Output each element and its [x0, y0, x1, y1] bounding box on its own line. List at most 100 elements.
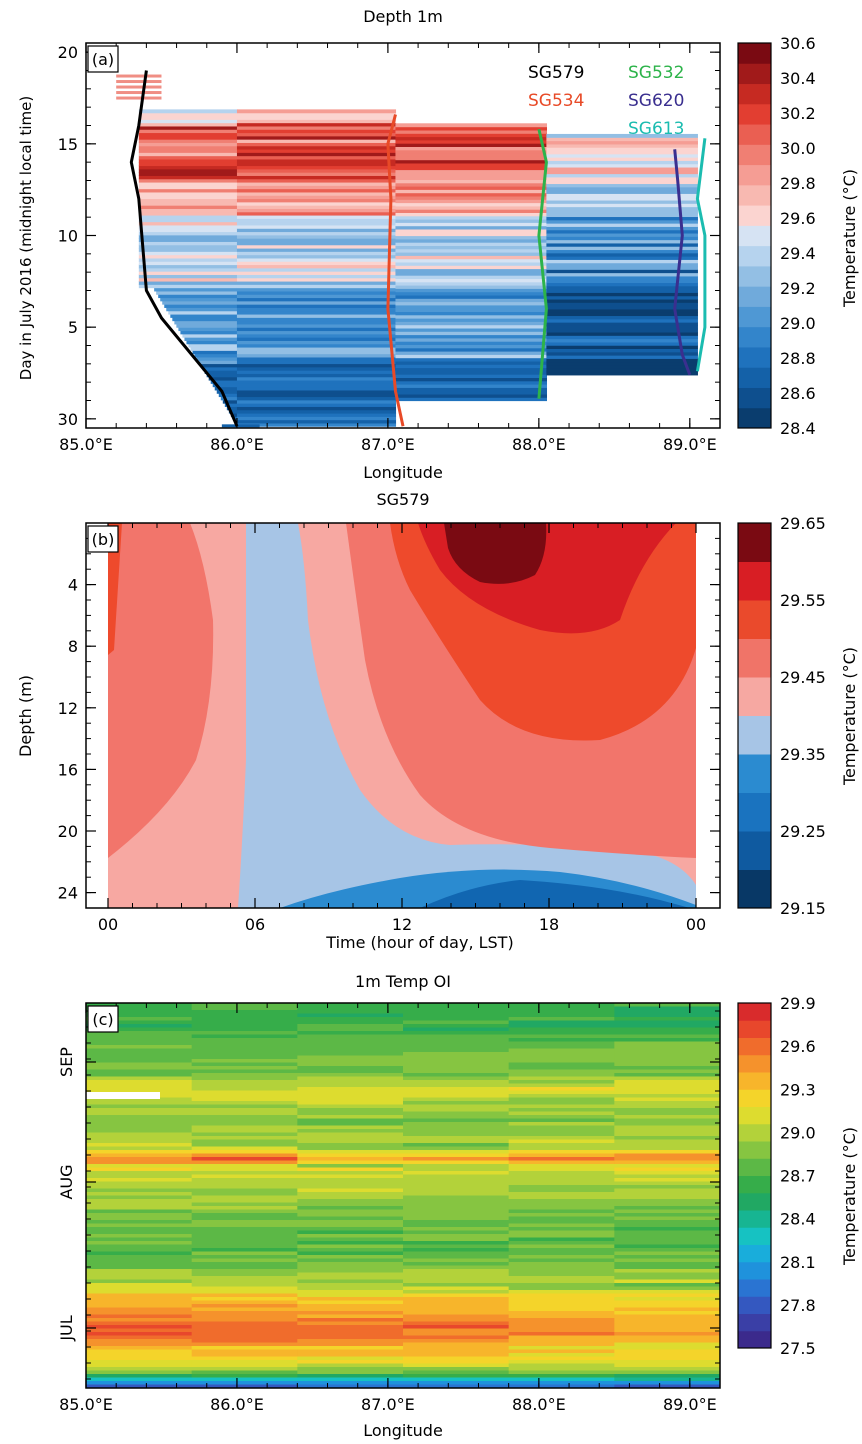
- temperature-stripe: [191, 1003, 298, 1008]
- temperature-stripe: [395, 189, 548, 194]
- temperature-stripe: [508, 1199, 615, 1204]
- temperature-stripe: [403, 1314, 510, 1319]
- colorbar-swatch: [738, 306, 771, 328]
- temperature-stripe: [297, 1384, 404, 1388]
- temperature-stripe: [297, 1122, 404, 1127]
- temperature-stripe: [403, 1255, 510, 1260]
- temperature-stripe: [191, 1129, 298, 1134]
- temperature-stripe: [191, 1125, 298, 1130]
- temperature-stripe: [86, 1020, 193, 1025]
- temperature-stripe: [614, 1013, 720, 1018]
- x-tick-label: 00: [686, 915, 706, 934]
- temperature-stripe: [236, 320, 397, 325]
- temperature-stripe: [403, 1136, 510, 1141]
- temperature-stripe: [546, 143, 698, 148]
- temperature-stripe: [297, 1031, 404, 1036]
- temperature-stripe: [138, 198, 238, 203]
- temperature-stripe: [191, 1237, 298, 1242]
- x-tick-label: 88.0°E: [512, 1395, 566, 1414]
- temperature-stripe: [236, 267, 397, 272]
- temperature-stripe: [86, 1101, 193, 1106]
- temperature-stripe: [508, 1174, 615, 1179]
- temperature-stripe: [395, 334, 548, 339]
- temperature-stripe: [191, 1230, 298, 1235]
- temperature-stripe: [546, 147, 698, 152]
- temperature-stripe: [614, 1216, 720, 1221]
- temperature-stripe: [508, 1213, 615, 1218]
- temperature-stripe: [297, 1381, 404, 1386]
- temperature-stripe: [614, 1185, 720, 1190]
- temperature-stripe: [86, 1167, 193, 1172]
- temperature-stripe: [614, 1311, 720, 1316]
- temperature-stripe: [508, 1045, 615, 1050]
- temperature-stripe: [86, 1164, 193, 1169]
- temperature-stripe: [508, 1020, 615, 1025]
- temperature-stripe: [86, 1216, 193, 1221]
- temperature-stripe: [138, 218, 238, 223]
- temperature-stripe: [508, 1003, 615, 1008]
- temperature-stripe: [297, 1083, 404, 1088]
- temperature-stripe: [116, 96, 162, 100]
- temperature-stripe: [191, 1377, 298, 1382]
- temperature-stripe: [508, 1321, 615, 1326]
- temperature-stripe: [191, 1045, 298, 1050]
- temperature-stripe: [236, 271, 397, 275]
- temperature-stripe: [614, 1286, 720, 1291]
- temperature-stripe: [86, 1258, 193, 1263]
- temperature-stripe: [86, 1115, 193, 1120]
- temperature-stripe: [395, 380, 548, 385]
- temperature-stripe: [191, 1346, 298, 1351]
- temperature-stripe: [546, 239, 698, 244]
- temperature-stripe: [614, 1094, 720, 1099]
- temperature-stripe: [614, 1052, 720, 1057]
- temperature-stripe: [614, 1041, 720, 1046]
- temperature-stripe: [403, 1220, 510, 1225]
- temperature-stripe: [546, 180, 698, 185]
- temperature-stripe: [86, 1153, 193, 1158]
- temperature-stripe: [191, 1339, 298, 1344]
- temperature-stripe: [236, 205, 397, 209]
- temperature-stripe: [191, 1349, 298, 1354]
- colorbar-tick-label: 28.4: [780, 1210, 816, 1229]
- temperature-stripe: [546, 163, 698, 168]
- temperature-stripe: [138, 148, 238, 153]
- temperature-stripe: [191, 1276, 298, 1281]
- temperature-stripe: [297, 1374, 404, 1379]
- temperature-stripe: [191, 1062, 298, 1067]
- temperature-stripe: [395, 370, 548, 375]
- temperature-stripe: [191, 1272, 298, 1277]
- temperature-stripe: [403, 1304, 510, 1309]
- temperature-stripe: [508, 1262, 615, 1267]
- temperature-stripe: [86, 1003, 193, 1008]
- temperature-stripe: [236, 353, 397, 358]
- colorbar-swatch: [738, 367, 771, 388]
- temperature-stripe: [403, 1122, 510, 1127]
- temperature-stripe: [138, 158, 238, 163]
- temperature-stripe: [546, 368, 698, 373]
- temperature-stripe: [395, 390, 548, 395]
- temperature-stripe: [297, 1216, 404, 1221]
- temperature-stripe: [395, 318, 548, 322]
- temperature-stripe: [297, 1237, 404, 1242]
- temperature-stripe: [138, 234, 238, 239]
- temperature-stripe: [614, 1122, 720, 1127]
- temperature-stripe: [297, 1321, 404, 1326]
- temperature-stripe: [403, 1346, 510, 1351]
- temperature-stripe: [546, 206, 698, 211]
- temperature-stripe: [86, 1132, 193, 1137]
- temperature-stripe: [220, 396, 238, 401]
- temperature-stripe: [614, 1290, 720, 1295]
- temperature-stripe: [546, 203, 698, 208]
- temperature-stripe: [508, 1248, 615, 1253]
- temperature-stripe: [86, 1087, 193, 1092]
- temperature-stripe: [86, 1181, 193, 1186]
- temperature-stripe: [395, 367, 548, 372]
- colorbar-tick-label: 28.7: [780, 1167, 816, 1186]
- temperature-stripe: [297, 1017, 404, 1022]
- temperature-stripe: [236, 356, 397, 361]
- temperature-stripe: [86, 1265, 193, 1270]
- temperature-stripe: [86, 1006, 193, 1011]
- temperature-stripe: [614, 1097, 720, 1102]
- colorbar-swatch: [738, 387, 771, 409]
- temperature-stripe: [297, 1346, 404, 1351]
